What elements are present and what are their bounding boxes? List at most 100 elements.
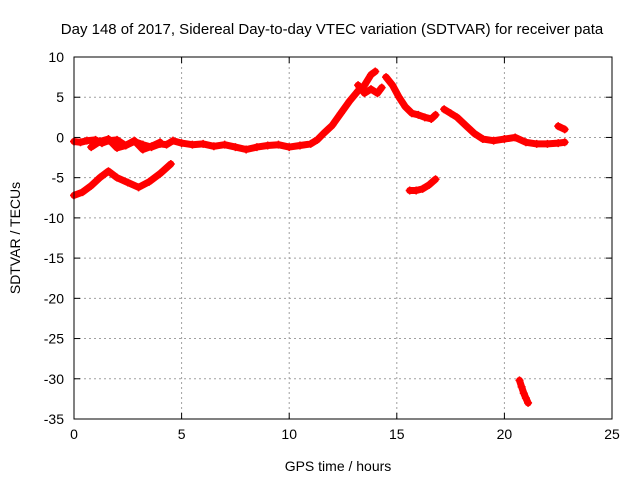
data-point xyxy=(478,135,487,144)
data-point xyxy=(412,186,421,195)
data-point xyxy=(156,138,165,147)
data-point xyxy=(252,143,261,152)
data-point xyxy=(521,394,530,403)
data-point xyxy=(500,135,509,144)
data-point xyxy=(306,139,315,148)
data-point xyxy=(418,184,427,193)
grid-lines xyxy=(74,57,612,419)
data-point xyxy=(199,139,208,148)
sdtvar-late-bump xyxy=(554,122,569,134)
data-point xyxy=(162,140,171,149)
sdtvar-dropout xyxy=(405,175,440,195)
data-point xyxy=(95,173,104,182)
x-tick-label: 5 xyxy=(178,426,186,442)
plot-frame xyxy=(73,56,613,420)
data-point xyxy=(524,398,533,407)
data-point xyxy=(147,142,156,151)
data-point xyxy=(113,143,122,152)
data-point xyxy=(134,183,143,192)
data-point xyxy=(113,135,122,144)
data-point xyxy=(532,139,541,148)
data-point xyxy=(354,81,363,90)
data-point xyxy=(425,180,434,189)
data-point xyxy=(168,136,177,145)
data-point xyxy=(274,140,283,149)
data-point xyxy=(554,139,563,148)
data-point xyxy=(560,125,569,134)
x-axis-label: GPS time / hours xyxy=(285,458,392,474)
data-point xyxy=(138,145,147,154)
data-point xyxy=(336,109,345,118)
y-tick-label: -20 xyxy=(44,290,64,306)
data-point xyxy=(156,169,165,178)
data-point xyxy=(470,129,479,138)
sdtvar-peak-band xyxy=(354,81,386,98)
data-point xyxy=(440,105,449,114)
sdtvar-outlier xyxy=(515,376,533,407)
data-point xyxy=(420,113,429,122)
data-point xyxy=(388,81,397,90)
x-tick-label: 15 xyxy=(389,426,405,442)
data-point xyxy=(313,135,322,144)
data-point xyxy=(560,138,569,147)
data-point xyxy=(394,93,403,102)
data-point xyxy=(188,140,197,149)
data-point xyxy=(431,110,440,119)
data-point xyxy=(87,181,96,190)
x-tick-label: 20 xyxy=(497,426,513,442)
data-point xyxy=(431,175,440,184)
data-point xyxy=(521,138,530,147)
y-tick-label: -5 xyxy=(52,170,65,186)
y-tick-label: 0 xyxy=(56,129,64,145)
data-point xyxy=(130,136,139,145)
data-point xyxy=(95,137,104,146)
data-point xyxy=(104,167,113,176)
data-point xyxy=(366,85,375,94)
y-tick-label: 5 xyxy=(56,89,64,105)
data-point xyxy=(515,376,524,385)
y-tick-label: -35 xyxy=(44,411,64,427)
data-point xyxy=(263,141,272,150)
data-point xyxy=(328,121,337,130)
data-point xyxy=(209,142,218,151)
data-point xyxy=(82,136,91,145)
data-point xyxy=(554,122,563,131)
sdtvar-low-morning xyxy=(70,159,175,200)
data-point xyxy=(145,177,154,186)
data-point xyxy=(360,89,369,98)
data-point xyxy=(285,143,294,152)
y-tick-label: -10 xyxy=(44,210,64,226)
data-point xyxy=(489,136,498,145)
data-point xyxy=(427,114,436,123)
x-tick-label: 0 xyxy=(70,426,78,442)
data-point xyxy=(407,109,416,118)
data-point xyxy=(220,140,229,149)
data-point xyxy=(121,141,130,150)
data-point xyxy=(177,139,186,148)
data-point xyxy=(295,141,304,150)
data-point xyxy=(345,97,354,106)
data-point xyxy=(461,121,470,130)
data-point xyxy=(543,139,552,148)
chart-title: Day 148 of 2017, Sidereal Day-to-day VTE… xyxy=(61,21,604,38)
data-point xyxy=(446,109,455,118)
data-point xyxy=(104,135,113,144)
data-series xyxy=(70,67,569,407)
data-point xyxy=(113,173,122,182)
data-point xyxy=(373,89,382,98)
data-point xyxy=(377,83,386,92)
data-point xyxy=(123,178,132,187)
y-tick-label: -30 xyxy=(44,371,64,387)
y-tick-label: 10 xyxy=(48,49,64,65)
data-point xyxy=(517,382,526,391)
x-tick-label: 10 xyxy=(281,426,297,442)
data-point xyxy=(371,67,380,76)
sdtvar-afternoon xyxy=(382,73,440,123)
data-point xyxy=(414,110,423,119)
data-point xyxy=(519,389,528,398)
data-point xyxy=(242,145,251,154)
sdtvar-evening xyxy=(440,105,569,148)
y-axis-label: SDTVAR / TECUs xyxy=(7,182,23,294)
